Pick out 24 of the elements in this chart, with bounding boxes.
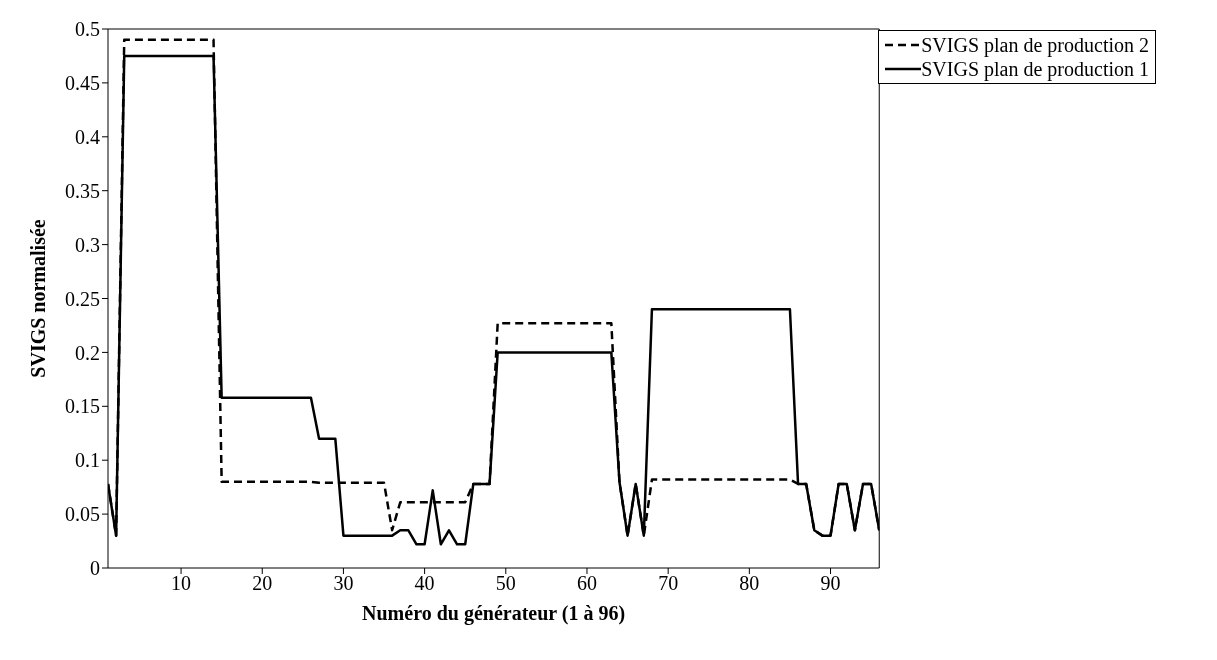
x-axis-title: Numéro du générateur (1 à 96) [362, 602, 626, 625]
y-tick-label: 0.45 [65, 72, 100, 94]
y-axis-title: SVIGS normalisée [27, 219, 50, 378]
x-tick-label: 60 [576, 572, 597, 595]
x-tick-label: 50 [495, 572, 516, 595]
x-tick-label: 40 [414, 572, 435, 595]
y-tick-label: 0.4 [75, 125, 100, 148]
y-tick-label: 0.05 [65, 503, 100, 526]
x-tick-label: 70 [658, 572, 679, 595]
y-tick-label: 0.25 [65, 287, 100, 310]
x-tick-label: 80 [739, 572, 760, 595]
x-tick-label: 10 [171, 572, 192, 595]
y-tick-label: 0.15 [65, 395, 100, 418]
legend-label: SVIGS plan de production 1 [921, 57, 1149, 81]
x-tick-label: 30 [333, 572, 354, 595]
legend-label: SVIGS plan de production 2 [921, 33, 1149, 57]
y-tick-label: 0 [90, 557, 100, 580]
x-tick-label: 20 [252, 572, 273, 595]
y-tick-label: 0.1 [75, 449, 100, 472]
y-tick-label: 0.5 [75, 18, 100, 41]
x-tick-label: 90 [820, 572, 841, 595]
y-tick-label: 0.35 [65, 179, 100, 202]
y-tick-label: 0.2 [75, 341, 100, 364]
y-tick-label: 0.3 [75, 233, 100, 256]
